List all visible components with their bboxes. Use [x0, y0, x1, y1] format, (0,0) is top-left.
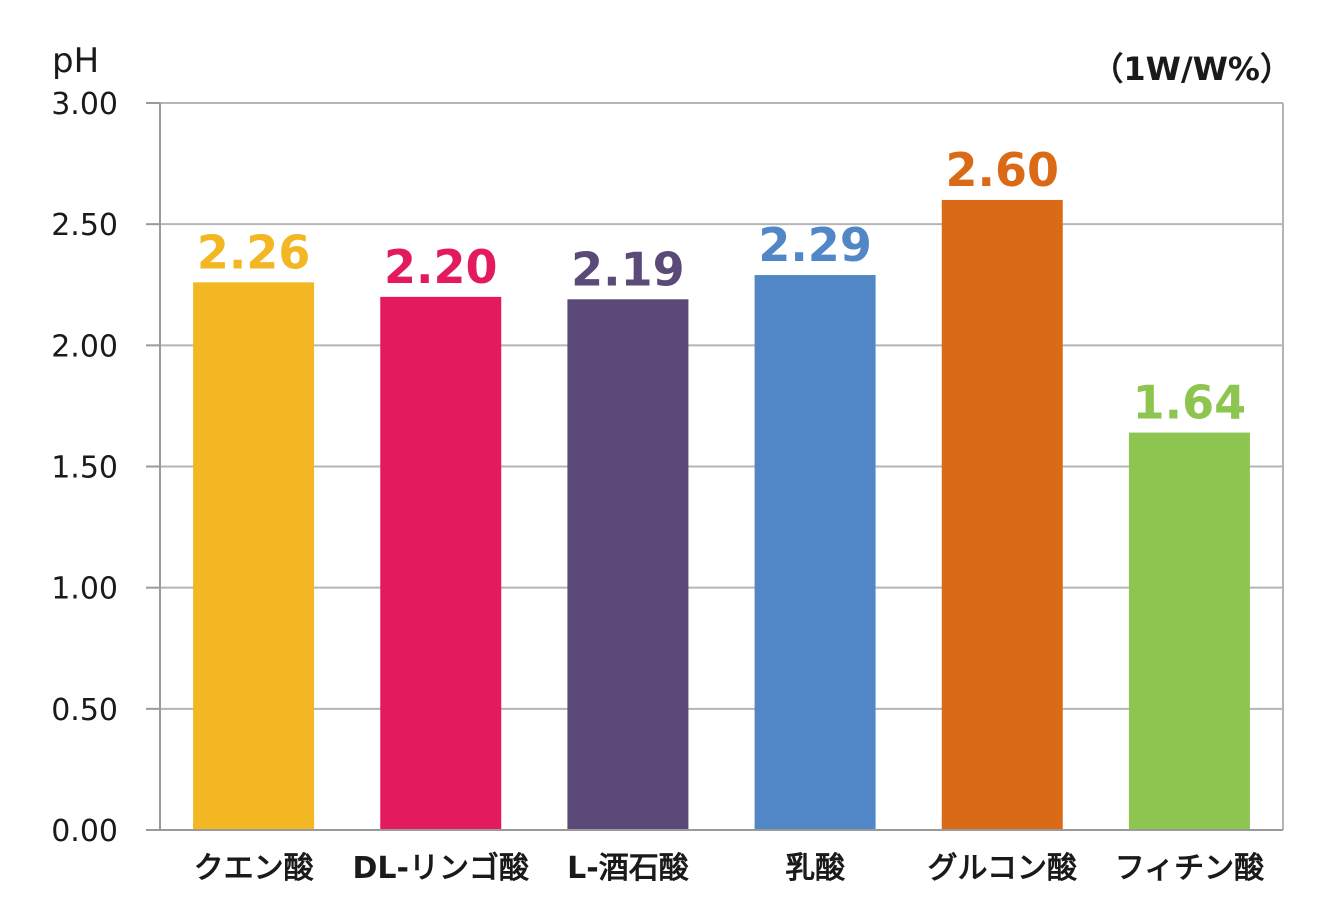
data-label: 2.19	[571, 242, 685, 296]
x-tick-label: DL-リンゴ酸	[353, 851, 530, 886]
gridlines	[146, 102, 1284, 831]
bar	[754, 275, 876, 831]
bar	[1128, 432, 1250, 830]
data-label: 2.26	[197, 225, 311, 279]
bar	[193, 282, 315, 830]
y-tick-label: 2.00	[51, 329, 118, 364]
bar	[941, 199, 1063, 830]
data-label: 2.20	[384, 240, 498, 294]
y-tick-label: 1.00	[51, 572, 118, 607]
y-tick-label: 0.00	[51, 814, 118, 849]
y-tick-label: 3.00	[51, 87, 118, 122]
data-labels: 2.26 2.20 2.19 2.29 2.60 1.64	[197, 143, 1246, 430]
bar	[380, 296, 502, 830]
x-tick-labels: クエン酸 DL-リンゴ酸 L-酒石酸 乳酸 グルコン酸 フィチン酸	[194, 851, 1266, 886]
y-tick-label: 0.50	[51, 693, 118, 728]
x-tick-label: フィチン酸	[1115, 851, 1265, 886]
y-tick-label: 1.50	[51, 451, 118, 486]
data-label: 2.29	[758, 218, 872, 272]
data-label: 2.60	[946, 143, 1060, 197]
x-tick-label: グルコン酸	[928, 851, 1078, 886]
y-axis-label: pH	[52, 41, 99, 81]
y-tick-label: 2.50	[51, 208, 118, 243]
x-tick-label: 乳酸	[785, 851, 846, 886]
bar	[567, 299, 689, 830]
x-tick-label: クエン酸	[194, 851, 315, 886]
x-tick-label: L-酒石酸	[567, 851, 690, 886]
unit-note: （1W/W%）	[1091, 50, 1292, 88]
y-tick-labels: 0.00 0.50 1.00 1.50 2.00 2.50 3.00	[51, 87, 118, 849]
data-label: 1.64	[1133, 376, 1247, 430]
bars	[193, 199, 1250, 831]
